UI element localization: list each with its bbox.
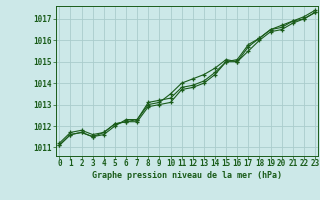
X-axis label: Graphe pression niveau de la mer (hPa): Graphe pression niveau de la mer (hPa)	[92, 171, 282, 180]
